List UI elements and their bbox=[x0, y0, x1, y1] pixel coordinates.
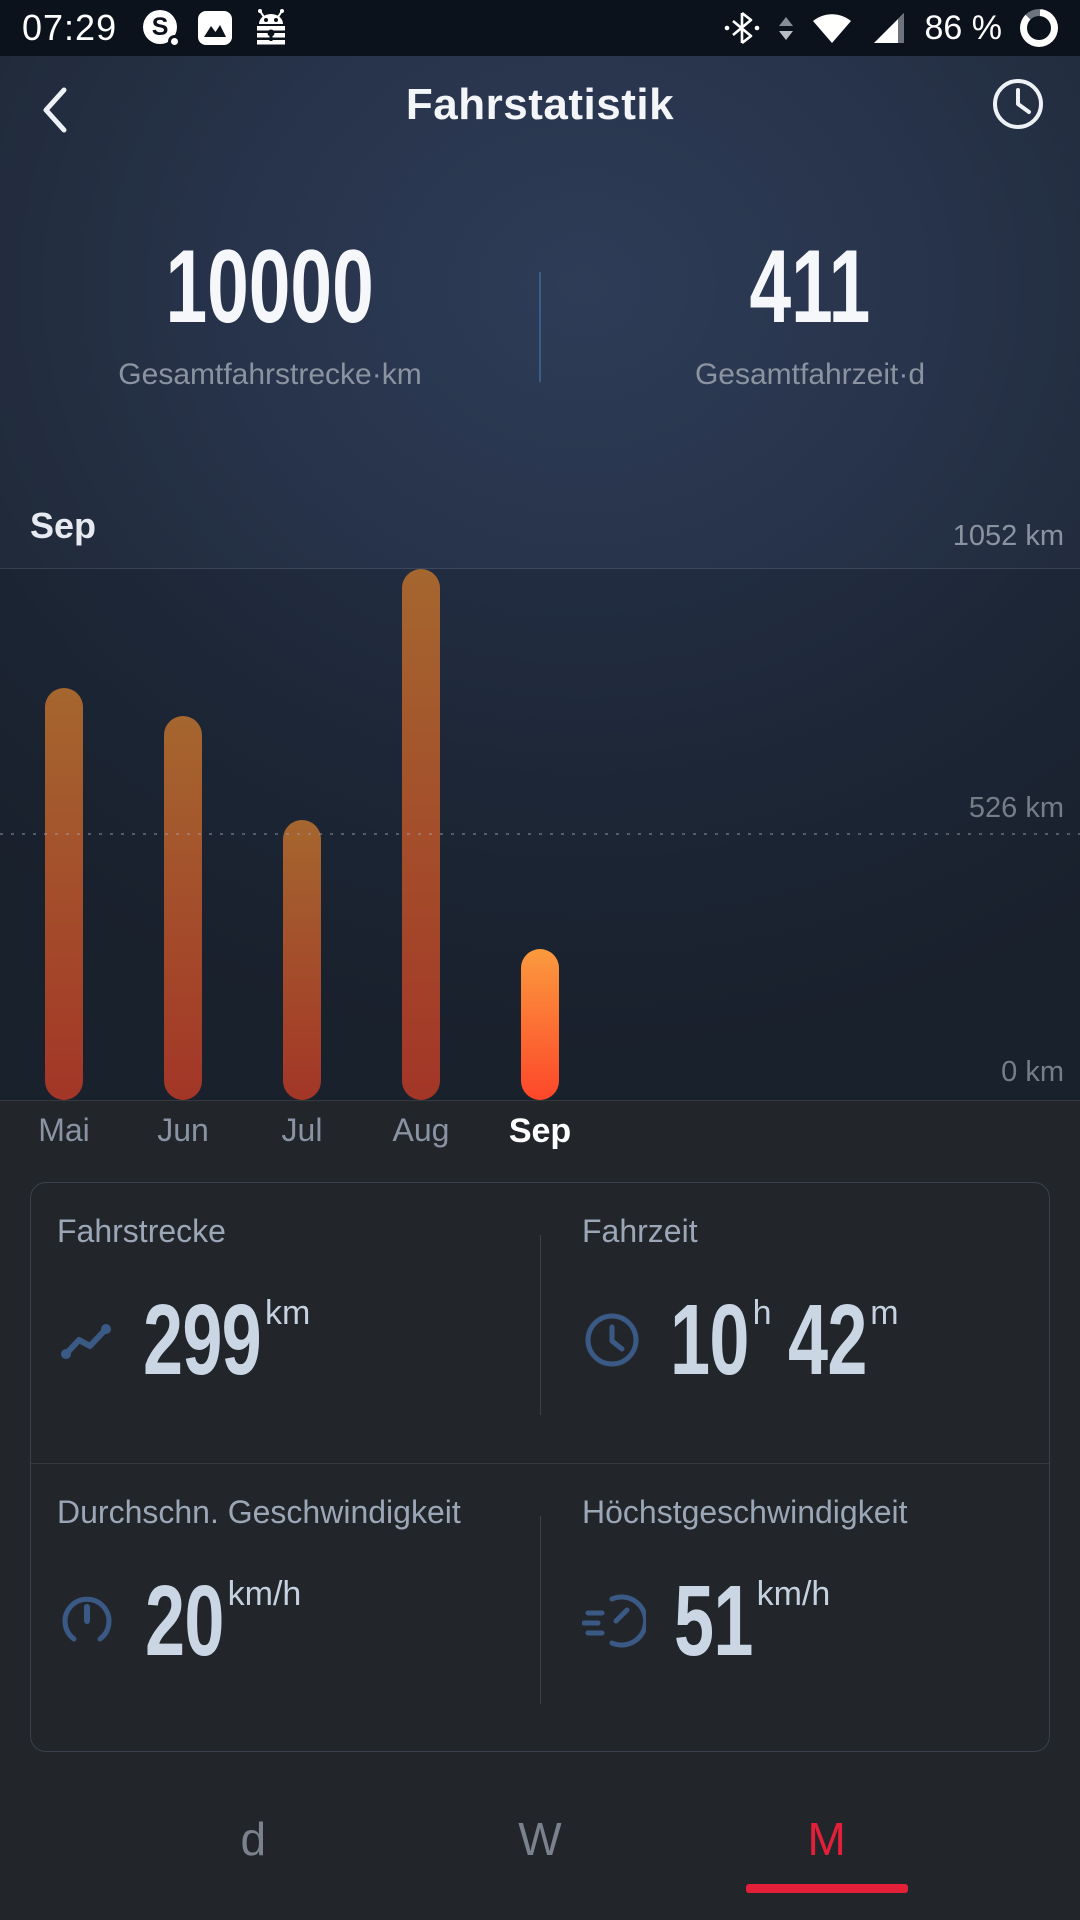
card-fahrstrecke: Fahrstrecke 299 km bbox=[31, 1183, 540, 1463]
total-ride-time: 411 Gesamtfahrzeit·d bbox=[540, 230, 1080, 420]
card-unit: km/h bbox=[756, 1575, 831, 1613]
month-label-jul[interactable]: Jul bbox=[281, 1112, 323, 1148]
card-label: Höchstgeschwindigkeit bbox=[581, 1494, 908, 1530]
card-unit: h bbox=[752, 1294, 772, 1332]
card-label: Durchschn. Geschwindigkeit bbox=[57, 1494, 461, 1530]
month-label-aug[interactable]: Aug bbox=[392, 1112, 450, 1148]
speedometer-icon bbox=[581, 1591, 646, 1651]
card-durchschnitt: Durchschn. Geschwindigkeit 20 km/h bbox=[31, 1464, 540, 1752]
total-distance-label: Gesamtfahrstrecke·km bbox=[118, 358, 422, 392]
card-hoechstgeschwindigkeit: Höchstgeschwindigkeit 51 km/h bbox=[540, 1464, 1049, 1752]
card-fahrzeit: Fahrzeit 10 h 42 m bbox=[540, 1183, 1049, 1463]
chart-plot bbox=[0, 569, 1080, 1100]
y-axis-label-max: 1052 km bbox=[952, 520, 1064, 552]
bar-jul[interactable] bbox=[283, 820, 321, 1100]
gauge-icon bbox=[57, 1591, 117, 1651]
bar-aug[interactable] bbox=[402, 569, 440, 1100]
y-axis-label-zero: 0 km bbox=[1001, 1056, 1064, 1088]
bar-mai[interactable] bbox=[45, 688, 83, 1100]
chart-selected-month: Sep bbox=[30, 505, 97, 546]
period-tabs: d W M bbox=[0, 1796, 1080, 1920]
card-label: Fahrzeit bbox=[581, 1213, 698, 1249]
total-distance: 10000 Gesamtfahrstrecke·km bbox=[0, 230, 540, 420]
card-unit-2: m bbox=[870, 1294, 899, 1332]
totals-section: 10000 Gesamtfahrstrecke·km 411 Gesamtfah… bbox=[0, 230, 1080, 420]
battery-ring-icon bbox=[1020, 9, 1058, 47]
total-ride-time-value: 411 bbox=[749, 229, 871, 345]
s-badge-icon: S bbox=[143, 10, 182, 48]
total-ride-time-label: Gesamtfahrzeit·d bbox=[694, 358, 926, 392]
month-label-jun[interactable]: Jun bbox=[157, 1112, 209, 1148]
tab-week[interactable]: W bbox=[518, 1813, 562, 1865]
card-value: 51 bbox=[673, 1565, 753, 1677]
bar-sep[interactable] bbox=[521, 949, 559, 1100]
status-time: 07:29 bbox=[22, 7, 118, 48]
bluetooth-icon bbox=[723, 9, 761, 47]
trend-icon bbox=[57, 1314, 115, 1366]
card-value: 299 bbox=[143, 1284, 262, 1396]
statistics-card: Fahrstrecke 299 km bbox=[30, 1182, 1050, 1752]
signal-icon bbox=[871, 10, 907, 46]
gridline-middle-dotted bbox=[0, 833, 1080, 835]
y-axis-label-mid: 526 km bbox=[968, 792, 1064, 824]
month-label-sep[interactable]: Sep bbox=[508, 1112, 572, 1150]
page-title: Fahrstatistik bbox=[405, 80, 675, 129]
back-chevron-icon bbox=[43, 87, 67, 133]
tab-month[interactable]: M bbox=[683, 1796, 970, 1920]
card-value: 20 bbox=[145, 1565, 224, 1677]
clock-icon bbox=[582, 1310, 642, 1370]
card-value: 10 bbox=[669, 1284, 749, 1396]
battery-percent: 86 % bbox=[924, 8, 1003, 47]
status-bar: 07:29 S bbox=[0, 0, 1080, 56]
card-unit: km bbox=[264, 1294, 311, 1332]
keepass-icon bbox=[251, 9, 291, 47]
network-arrows-icon bbox=[778, 16, 793, 40]
month-label-mai[interactable]: Mai bbox=[38, 1112, 90, 1148]
history-button[interactable] bbox=[986, 72, 1050, 136]
wifi-icon bbox=[811, 11, 853, 45]
card-value-2: 42 bbox=[787, 1284, 867, 1396]
tab-month-underline bbox=[745, 1884, 908, 1893]
gridline-top bbox=[0, 568, 1080, 569]
card-unit: km/h bbox=[227, 1575, 302, 1613]
back-button[interactable] bbox=[26, 78, 90, 142]
gallery-icon bbox=[197, 10, 233, 46]
clock-icon bbox=[993, 79, 1043, 129]
total-distance-value: 10000 bbox=[165, 229, 375, 345]
gridline-bottom bbox=[0, 1100, 1080, 1101]
tab-day[interactable]: d bbox=[240, 1813, 267, 1865]
totals-divider bbox=[539, 272, 541, 382]
header: Fahrstatistik bbox=[0, 56, 1080, 166]
bar-jun[interactable] bbox=[164, 716, 202, 1100]
card-label: Fahrstrecke bbox=[57, 1213, 226, 1249]
month-axis: Mai Jun Jul Aug Sep bbox=[0, 1112, 1080, 1168]
